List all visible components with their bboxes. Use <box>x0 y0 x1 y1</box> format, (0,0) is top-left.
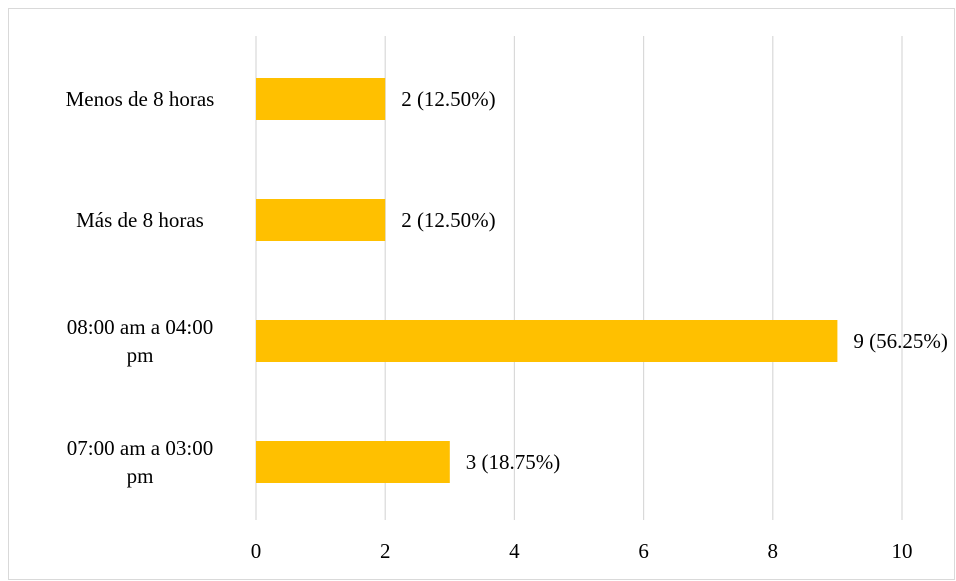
category-label-line: 08:00 am a 04:00 <box>67 315 213 339</box>
chart-frame <box>8 8 955 580</box>
bar <box>256 320 838 362</box>
data-label: 3 (18.75%) <box>466 450 560 474</box>
category-label: Menos de 8 horas <box>66 87 215 111</box>
x-tick-label: 8 <box>768 539 779 563</box>
bars <box>256 78 838 483</box>
category-label-line: Menos de 8 horas <box>66 87 215 111</box>
x-tick-label: 10 <box>892 539 913 563</box>
x-tick-label: 4 <box>509 539 520 563</box>
data-labels: 2 (12.50%) 2 (12.50%) 9 (56.25%) 3 (18.75%) <box>401 87 948 474</box>
category-labels: Menos de 8 horas Más de 8 horas 08:00 am a… <box>66 87 215 488</box>
x-tick-label: 6 <box>638 539 649 563</box>
bar <box>256 78 386 120</box>
category-label: Más de 8 horas <box>76 208 204 232</box>
category-label: 08:00 am a 04:00 pm <box>67 315 213 367</box>
x-tick-label: 2 <box>380 539 391 563</box>
bar <box>256 441 450 483</box>
category-label-line: pm <box>127 464 154 488</box>
category-label-line: 07:00 am a 03:00 <box>67 436 213 460</box>
category-label-line: Más de 8 horas <box>76 208 204 232</box>
bar <box>256 199 386 241</box>
category-label-line: pm <box>127 343 154 367</box>
x-tick-label: 0 <box>251 539 262 563</box>
data-label: 2 (12.50%) <box>401 87 495 111</box>
x-tick-labels: 0 2 4 6 8 10 <box>251 539 913 563</box>
data-label: 9 (56.25%) <box>853 329 947 353</box>
category-label: 07:00 am a 03:00 pm <box>67 436 213 488</box>
data-label: 2 (12.50%) <box>401 208 495 232</box>
